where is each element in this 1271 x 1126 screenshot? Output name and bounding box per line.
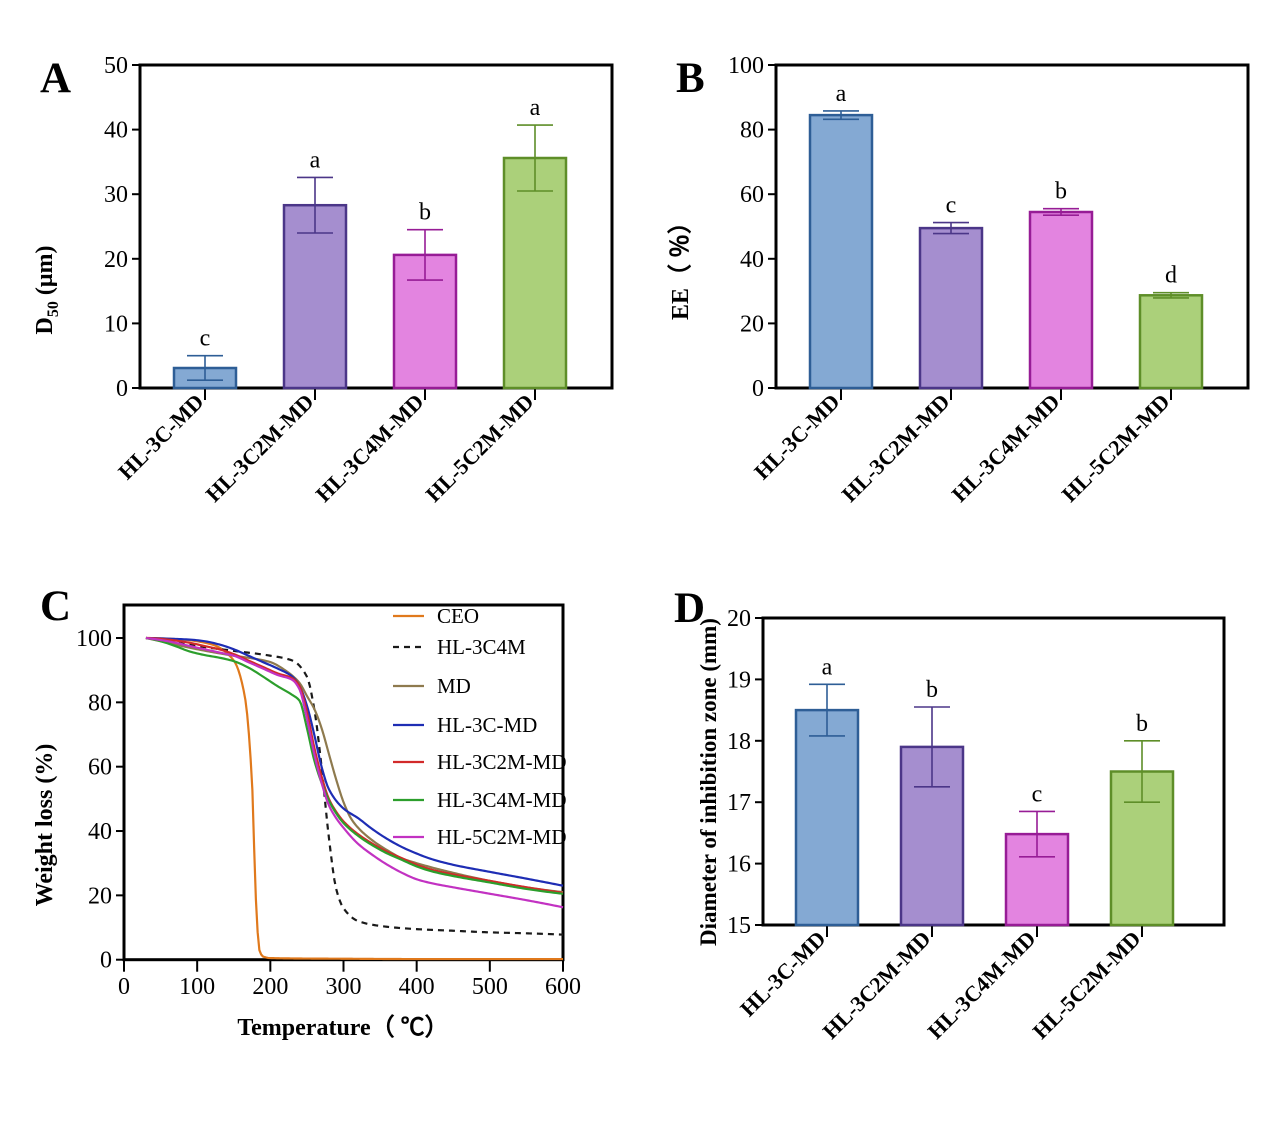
svg-text:0: 0 xyxy=(752,376,764,402)
svg-text:HL-3C4M-MD: HL-3C4M-MD xyxy=(437,788,567,812)
svg-text:HL-3C-MD: HL-3C-MD xyxy=(437,713,537,737)
svg-text:HL-3C4M-MD: HL-3C4M-MD xyxy=(923,926,1041,1044)
svg-text:D50 (μm): D50 (μm) xyxy=(32,246,62,335)
svg-text:b: b xyxy=(926,677,938,703)
svg-text:b: b xyxy=(1055,179,1067,205)
svg-text:16: 16 xyxy=(727,852,751,878)
svg-text:c: c xyxy=(1032,781,1043,807)
svg-text:40: 40 xyxy=(740,247,764,273)
svg-text:17: 17 xyxy=(727,790,751,816)
svg-text:20: 20 xyxy=(727,606,751,632)
svg-text:0: 0 xyxy=(100,948,112,974)
svg-text:20: 20 xyxy=(104,247,128,273)
svg-text:30: 30 xyxy=(104,182,128,208)
svg-text:HL-5C2M-MD: HL-5C2M-MD xyxy=(421,389,539,507)
svg-text:a: a xyxy=(836,81,847,107)
svg-text:80: 80 xyxy=(88,690,112,716)
svg-text:HL-3C2M-MD: HL-3C2M-MD xyxy=(818,926,936,1044)
svg-text:100: 100 xyxy=(728,53,764,79)
svg-text:19: 19 xyxy=(727,667,751,693)
svg-text:0: 0 xyxy=(116,376,128,402)
svg-text:HL-5C2M-MD: HL-5C2M-MD xyxy=(1028,926,1146,1044)
svg-text:Temperature（ ℃）: Temperature（ ℃） xyxy=(237,1014,448,1041)
svg-text:HL-3C-MD: HL-3C-MD xyxy=(749,389,844,484)
svg-text:400: 400 xyxy=(399,974,435,1000)
svg-text:20: 20 xyxy=(88,883,112,909)
svg-text:a: a xyxy=(822,654,833,680)
svg-text:EE（ ％）: EE（ ％） xyxy=(667,210,694,320)
svg-text:300: 300 xyxy=(326,974,362,1000)
svg-text:40: 40 xyxy=(88,819,112,845)
svg-text:MD: MD xyxy=(437,674,471,698)
svg-text:HL-3C4M-MD: HL-3C4M-MD xyxy=(947,389,1065,507)
svg-text:100: 100 xyxy=(76,626,112,652)
svg-text:15: 15 xyxy=(727,913,751,939)
svg-text:500: 500 xyxy=(472,974,508,1000)
svg-text:A: A xyxy=(40,55,71,102)
svg-text:60: 60 xyxy=(740,182,764,208)
svg-text:HL-5C2M-MD: HL-5C2M-MD xyxy=(437,825,567,849)
svg-text:B: B xyxy=(676,55,705,102)
svg-text:b: b xyxy=(419,200,431,226)
svg-text:40: 40 xyxy=(104,118,128,144)
svg-text:Weight loss (%): Weight loss (%) xyxy=(32,744,58,907)
svg-text:HL-3C4M-MD: HL-3C4M-MD xyxy=(311,389,429,507)
svg-text:HL-3C4M: HL-3C4M xyxy=(437,635,526,659)
svg-text:HL-5C2M-MD: HL-5C2M-MD xyxy=(1057,389,1175,507)
svg-text:Diameter of inhibition zone (m: Diameter of inhibition zone (mm) xyxy=(696,618,721,946)
svg-text:c: c xyxy=(946,193,957,219)
svg-text:200: 200 xyxy=(252,974,288,1000)
svg-text:80: 80 xyxy=(740,118,764,144)
svg-text:20: 20 xyxy=(740,311,764,337)
svg-text:HL-3C-MD: HL-3C-MD xyxy=(113,389,208,484)
svg-text:0: 0 xyxy=(118,974,130,1000)
svg-text:18: 18 xyxy=(727,729,751,755)
svg-text:10: 10 xyxy=(104,311,128,337)
svg-text:C: C xyxy=(40,583,71,630)
svg-text:CEO: CEO xyxy=(437,604,479,628)
svg-text:HL-3C2M-MD: HL-3C2M-MD xyxy=(837,389,955,507)
svg-text:a: a xyxy=(310,147,321,173)
svg-text:a: a xyxy=(530,95,541,121)
svg-text:c: c xyxy=(200,326,211,352)
svg-text:60: 60 xyxy=(88,755,112,781)
svg-text:HL-3C2M-MD: HL-3C2M-MD xyxy=(437,750,567,774)
svg-text:HL-3C2M-MD: HL-3C2M-MD xyxy=(201,389,319,507)
svg-text:d: d xyxy=(1165,263,1177,289)
svg-text:100: 100 xyxy=(179,974,215,1000)
svg-text:b: b xyxy=(1136,711,1148,737)
svg-text:HL-3C-MD: HL-3C-MD xyxy=(735,926,830,1021)
svg-text:600: 600 xyxy=(545,974,581,1000)
svg-text:50: 50 xyxy=(104,53,128,79)
